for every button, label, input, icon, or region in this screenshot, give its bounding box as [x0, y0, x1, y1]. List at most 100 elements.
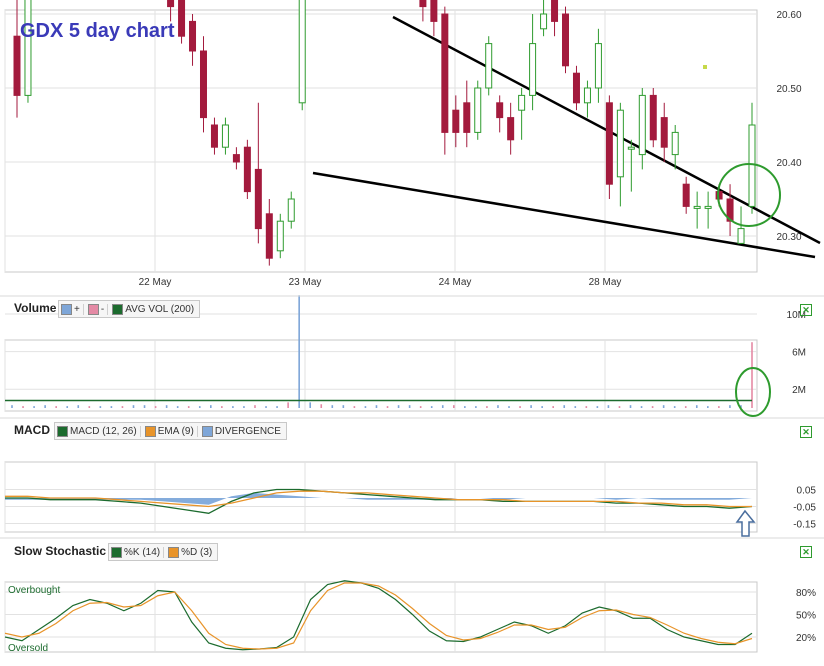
volume-bar [254, 405, 256, 408]
volume-legend-down[interactable]: - [87, 303, 109, 315]
stoch-legend-d[interactable]: %D (3) [168, 546, 215, 558]
candle-body [704, 205, 712, 209]
lower-trendline [312, 171, 816, 259]
candle-body [485, 43, 493, 89]
volume-down-swatch [87, 303, 99, 315]
candle-body [529, 43, 537, 96]
stochastic-y-tick-label: 80% [796, 588, 816, 599]
macd-y-tick-label: -0.15 [793, 520, 816, 531]
candle-body [671, 131, 679, 156]
volume-down-label: - [100, 303, 105, 315]
stoch-legend-k[interactable]: %K (14) [111, 546, 165, 558]
volume-bar [441, 405, 444, 408]
candle-body [463, 102, 471, 133]
macd-swatch [57, 425, 68, 437]
up-arrow-icon [735, 509, 756, 537]
volume-legend-avg[interactable]: AVG VOL (200) [112, 303, 197, 315]
candle-body [452, 109, 460, 133]
macd-legend-divergence[interactable]: DIVERGENCE [201, 425, 284, 437]
volume-bar [552, 406, 554, 408]
volume-close-icon[interactable]: ✕ [800, 304, 812, 316]
volume-bar [320, 404, 323, 408]
candle-body [24, 0, 32, 96]
volume-bar [563, 405, 566, 408]
volume-bar [695, 405, 698, 408]
volume-bar [475, 406, 477, 408]
volume-bar [629, 405, 632, 408]
volume-bar [452, 405, 455, 408]
macd-legend: MACD (12, 26) EMA (9) DIVERGENCE [54, 422, 287, 440]
ema-line [5, 490, 752, 508]
macd-legend-macd[interactable]: MACD (12, 26) [57, 425, 141, 437]
candle-body [13, 35, 21, 96]
stochastic-y-tick-label: 50% [796, 611, 816, 622]
volume-bar [519, 406, 521, 408]
candle-body [496, 102, 504, 119]
macd-line [5, 488, 753, 514]
volume-bar [464, 406, 466, 408]
d-label: %D (3) [181, 546, 213, 558]
stochastic-close-icon[interactable]: ✕ [800, 546, 812, 558]
ema-swatch [144, 425, 156, 437]
volume-bar [44, 405, 46, 408]
volume-bar [143, 405, 146, 408]
date-axis-label: 22 May [139, 277, 172, 288]
volume-bar [508, 406, 510, 408]
volume-panel-title: Volume [14, 301, 57, 315]
candle-body [254, 168, 262, 230]
macd-legend-ema[interactable]: EMA (9) [144, 425, 198, 437]
volume-bar [430, 406, 433, 408]
candle-body [210, 124, 218, 148]
candle-body [693, 205, 701, 209]
volume-bar [99, 406, 102, 408]
price-y-tick-label: 20.60 [776, 10, 801, 21]
candle-body [265, 213, 273, 259]
volume-bar [287, 402, 289, 408]
volume-y-tick-label: 6M [792, 348, 806, 359]
volume-bar [232, 406, 234, 408]
volume-bar [640, 406, 643, 408]
volume-bar [408, 405, 411, 408]
candle-body [178, 0, 186, 37]
volume-bar [375, 405, 378, 408]
volume-bar [673, 406, 676, 408]
macd-close-icon[interactable]: ✕ [800, 426, 812, 438]
volume-bar [497, 405, 499, 408]
volume-bar [662, 405, 665, 408]
volume-bar [729, 405, 731, 408]
volume-bar [176, 406, 179, 408]
stray-dot-marker [703, 65, 707, 69]
k-line [4, 580, 753, 651]
volume-bar [596, 406, 599, 408]
candle-body [594, 43, 602, 89]
macd-y-tick-label: -0.05 [793, 503, 816, 514]
volume-bar [88, 406, 91, 408]
candle-body [232, 154, 240, 163]
chart-title: GDX 5 day chart [20, 20, 175, 42]
volume-bar [486, 406, 488, 408]
volume-bar [353, 406, 356, 408]
candle-body [540, 13, 548, 30]
candle-body [748, 124, 756, 207]
candle-body [167, 0, 175, 8]
date-axis-label: 28 May [589, 277, 622, 288]
candle-body [660, 117, 668, 148]
price-y-tick-label: 20.30 [776, 232, 801, 243]
d-swatch [168, 546, 180, 558]
candle-body [474, 87, 482, 133]
volume-bar [265, 406, 267, 408]
stochastic-y-tick-label: 20% [796, 633, 816, 644]
volume-y-tick-label: 10M [787, 310, 806, 321]
k-label: %K (14) [124, 546, 161, 558]
volume-bar [276, 406, 278, 408]
volume-bar [684, 406, 687, 408]
volume-bar [607, 405, 610, 408]
volume-y-tick-label: 2M [792, 385, 806, 396]
volume-legend-up[interactable]: + [61, 303, 84, 315]
candle-body [649, 94, 657, 141]
avg-vol-label: AVG VOL (200) [125, 303, 195, 315]
d-line [4, 582, 753, 650]
stochastic-panel-title: Slow Stochastic [14, 544, 107, 558]
volume-bar [243, 406, 245, 408]
divergence-swatch [201, 425, 213, 437]
